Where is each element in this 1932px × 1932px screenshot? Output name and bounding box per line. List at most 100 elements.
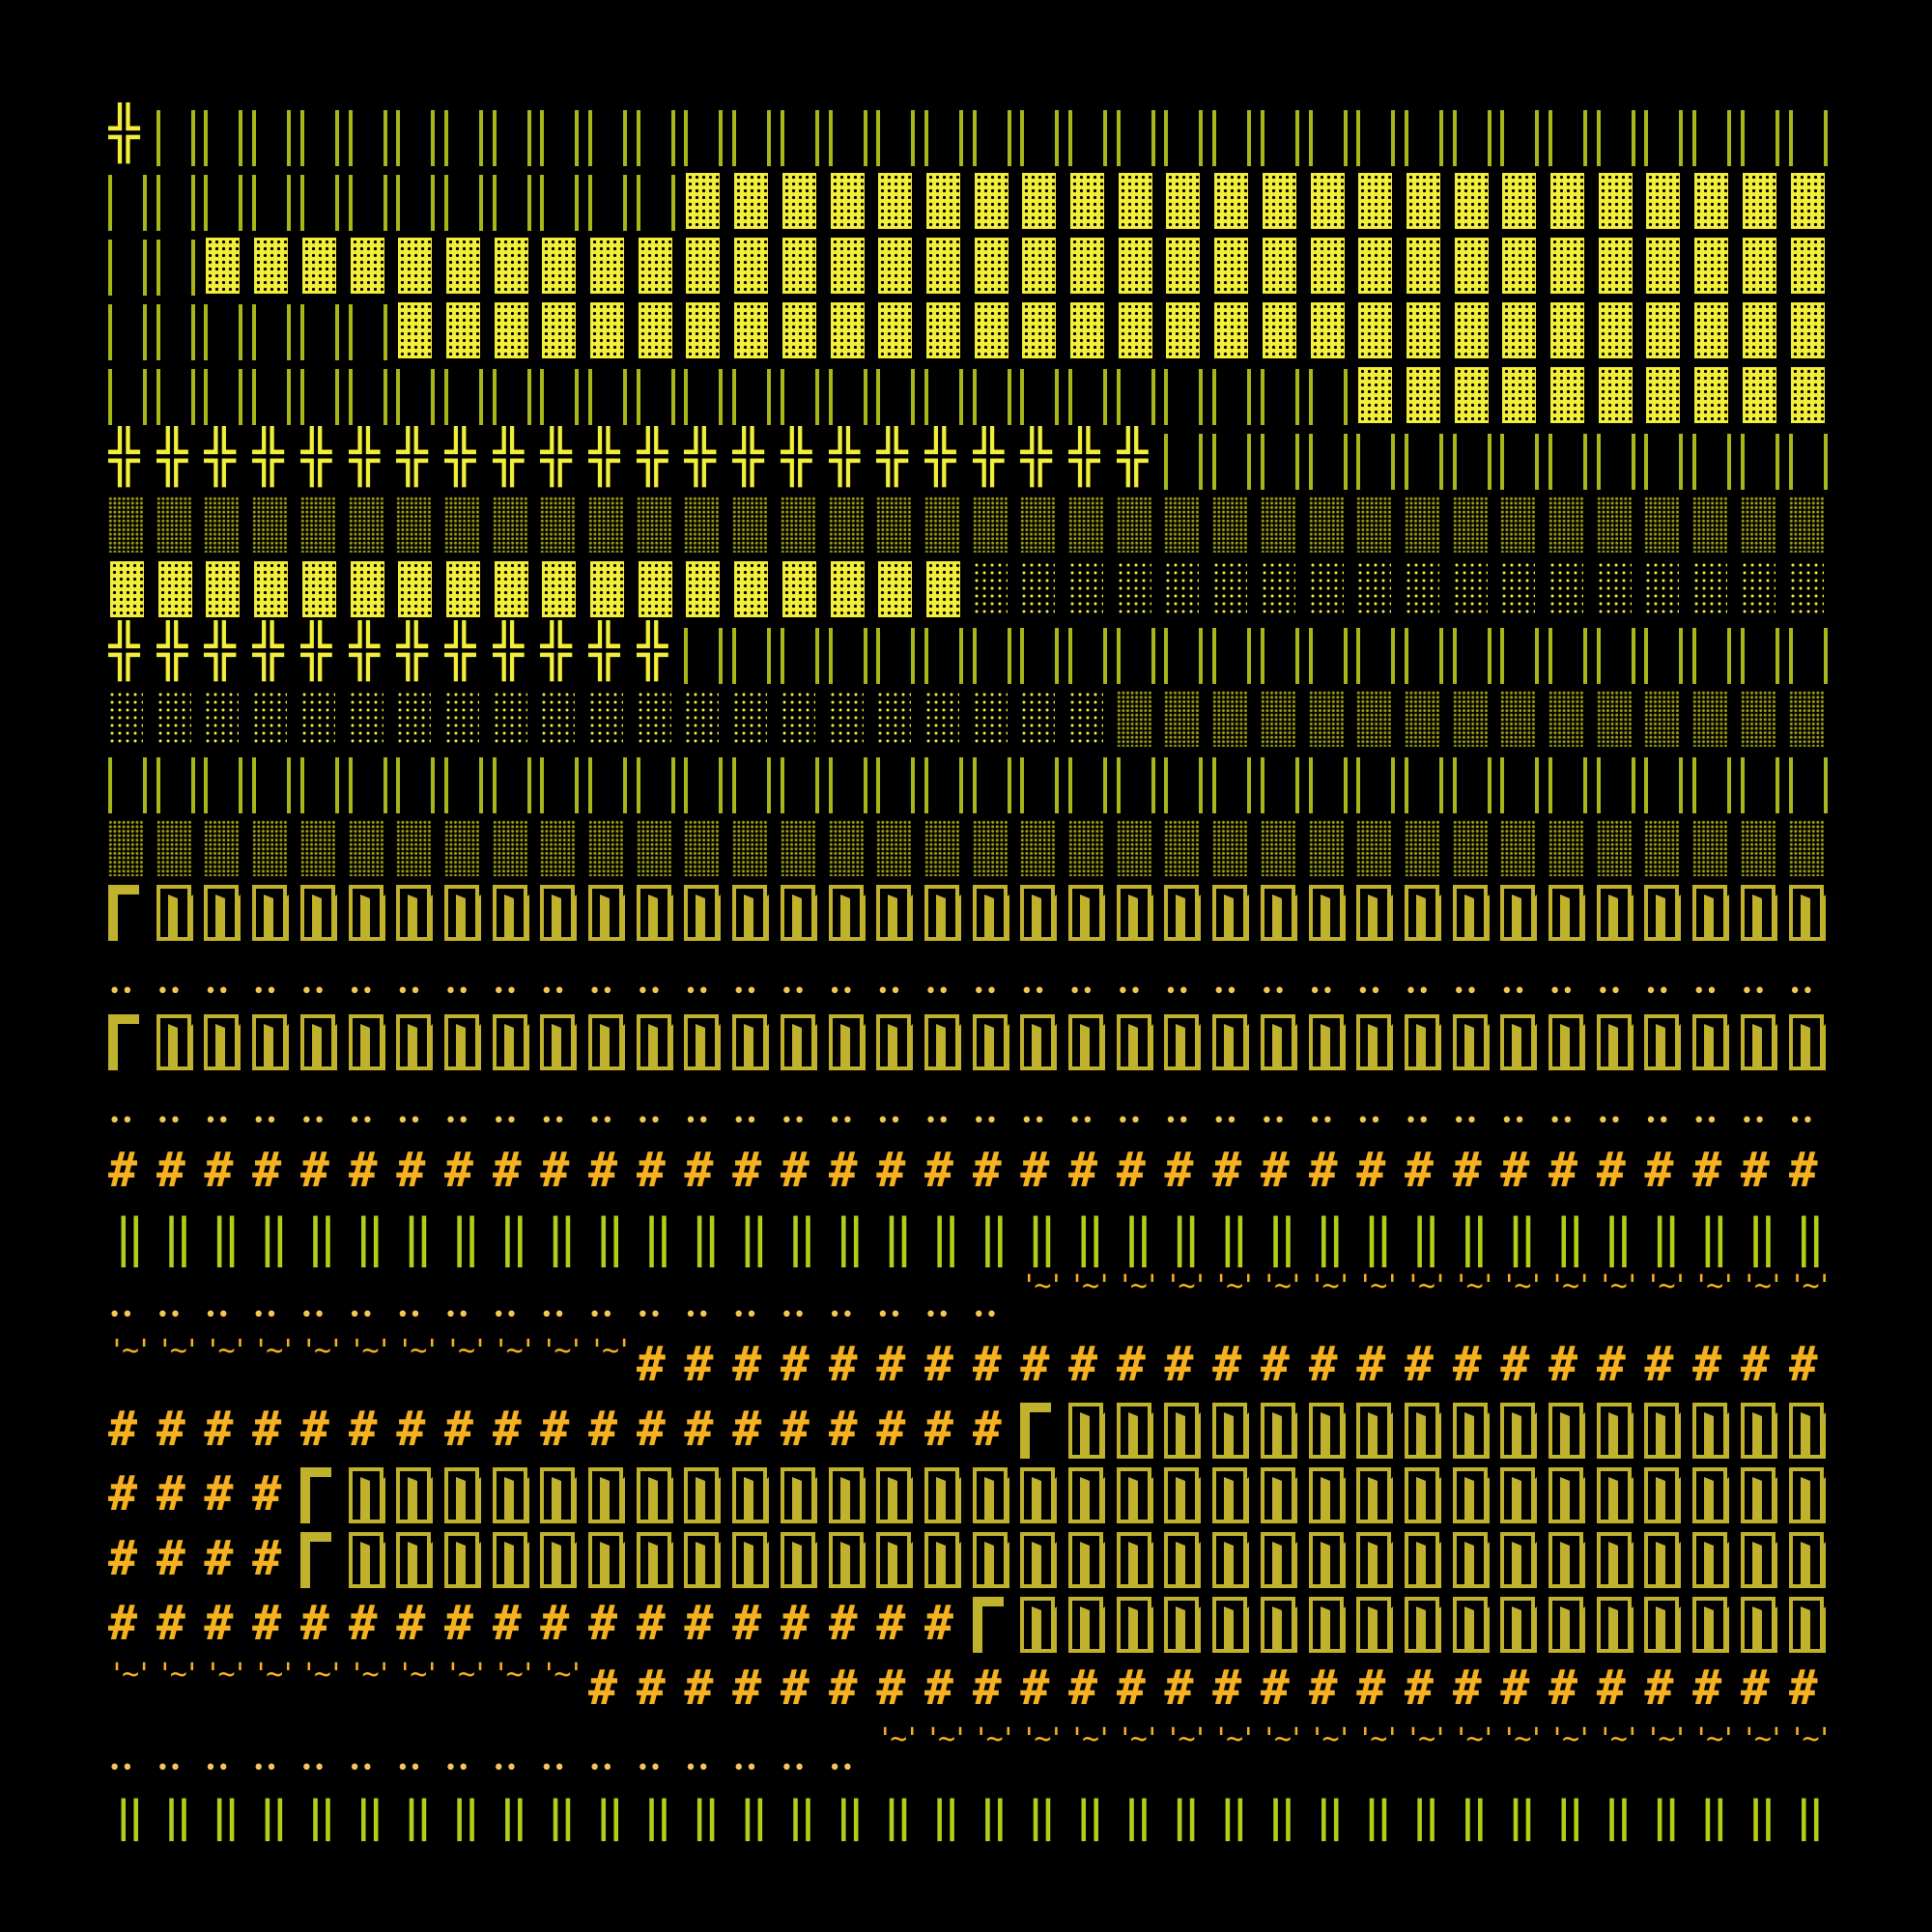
spiral-box-shape	[876, 1467, 914, 1523]
dense-dotted-block-icon	[156, 491, 205, 555]
vertical-bars-shape	[1020, 628, 1060, 684]
two-dots-glyph: ••	[1020, 980, 1046, 1004]
bright-dotted-block-icon	[1212, 232, 1261, 297]
two-dots-icon: ••	[493, 1720, 541, 1785]
pattern-row: # # # #	[108, 1526, 1835, 1591]
spiral-box-shape	[1308, 1403, 1346, 1459]
wave-glyph: '~'	[108, 1334, 153, 1368]
dense-dotted-block-icon	[1068, 814, 1117, 879]
two-dots-glyph: ••	[348, 1109, 375, 1133]
hash-icon: #	[204, 1397, 252, 1462]
dense-dotted-block-shape	[1068, 497, 1103, 553]
hash-icon: #	[924, 1656, 973, 1720]
spiral-box-icon	[540, 1009, 588, 1073]
hash-glyph: #	[1644, 1336, 1674, 1392]
double-cross-glyph: ╬	[396, 426, 428, 487]
wave-glyph: '~'	[396, 1334, 440, 1368]
hash-icon: #	[493, 1591, 541, 1656]
hash-icon: #	[1644, 1332, 1692, 1397]
dense-dotted-block-shape	[588, 497, 623, 553]
bright-dotted-block-shape	[301, 238, 336, 294]
double-bar-icon: ‖	[444, 1785, 493, 1841]
vertical-bars-icon	[108, 167, 156, 232]
vertical-bars-shape	[1548, 757, 1587, 813]
pattern-row: •• •• •• •• •• •• •• •• •• •• •• •• •• •• •• •• '~' '~' '~…	[108, 1720, 1835, 1785]
wave-glyph: '~'	[1260, 1722, 1305, 1756]
spiral-box-shape	[1452, 1403, 1490, 1459]
hash-glyph: #	[1548, 1336, 1578, 1392]
two-dots-glyph: ••	[204, 1303, 230, 1327]
two-dots-icon: ••	[349, 944, 397, 1009]
hash-glyph: #	[1788, 1660, 1818, 1716]
vertical-bars-shape	[1260, 434, 1299, 490]
dense-dotted-block-icon	[972, 491, 1021, 555]
bright-dotted-block-shape	[1118, 173, 1152, 229]
hash-glyph: #	[396, 1401, 426, 1457]
two-dots-icon: ••	[781, 944, 829, 1009]
spiral-box-shape	[1260, 1467, 1297, 1523]
dense-dotted-block-icon	[1788, 491, 1836, 555]
vertical-bars-icon	[252, 750, 300, 814]
vertical-bars-shape	[1740, 434, 1779, 490]
hash-glyph: #	[732, 1336, 762, 1392]
bright-dotted-block-shape	[1502, 173, 1537, 229]
dense-dotted-block-shape	[1212, 820, 1248, 876]
hash-glyph: #	[156, 1595, 185, 1651]
sparse-dotted-block-icon	[396, 685, 444, 750]
double-cross-icon: ╬	[781, 426, 829, 491]
sparse-dotted-block-shape	[588, 691, 623, 747]
two-dots-icon: ••	[1405, 944, 1453, 1009]
sparse-dotted-block-icon	[1788, 555, 1836, 620]
two-dots-icon: ••	[637, 1267, 685, 1332]
spiral-box-icon	[1068, 1526, 1117, 1591]
vertical-bars-icon	[396, 750, 444, 814]
wave-glyph: '~'	[1068, 1269, 1113, 1303]
double-bar-glyph: ‖	[449, 1208, 482, 1267]
hash-icon: #	[684, 1332, 732, 1397]
double-bar-icon: ‖	[1261, 1785, 1309, 1841]
wave-glyph: '~'	[540, 1334, 584, 1368]
two-dots-glyph: ••	[252, 1756, 278, 1780]
double-bar-icon: ‖	[1212, 1203, 1261, 1267]
dense-dotted-block-icon	[1212, 814, 1261, 879]
hash-icon: #	[973, 1332, 1021, 1397]
spiral-box-shape	[492, 1467, 529, 1523]
double-bar-icon: ‖	[540, 1203, 588, 1267]
wave-icon: '~'	[1117, 1720, 1165, 1785]
vertical-bars-shape	[588, 175, 627, 231]
dense-dotted-block-icon	[1260, 814, 1309, 879]
spiral-box-icon	[588, 1009, 637, 1073]
wave-glyph: '~'	[1068, 1722, 1113, 1756]
spiral-box-shape	[396, 1532, 434, 1588]
hash-glyph: #	[540, 1401, 570, 1457]
double-cross-glyph: ╬	[636, 426, 668, 487]
bright-dotted-block-shape	[1070, 173, 1104, 229]
hash-glyph: #	[204, 1465, 234, 1521]
spiral-box-icon	[1692, 1526, 1741, 1591]
double-bar-icon: ‖	[1644, 1785, 1692, 1841]
hash-icon: #	[396, 1591, 444, 1656]
two-dots-glyph: ••	[443, 1756, 470, 1780]
sparse-dotted-block-icon	[1452, 555, 1501, 620]
spiral-box-icon	[1404, 1462, 1453, 1526]
vertical-bars-icon	[1020, 620, 1068, 685]
bright-dotted-block-shape	[878, 238, 913, 294]
bright-dotted-block-icon	[1020, 297, 1068, 361]
vertical-bars-icon	[1692, 620, 1741, 685]
hash-glyph: #	[1356, 1142, 1386, 1198]
bright-dotted-block-shape	[734, 302, 769, 358]
spiral-box-shape	[1548, 1597, 1585, 1653]
two-dots-glyph: ••	[156, 1303, 183, 1327]
sparse-dotted-block-icon	[1500, 555, 1548, 620]
spiral-box-icon	[492, 1009, 541, 1073]
hash-glyph: #	[1068, 1142, 1098, 1198]
dense-dotted-block-icon	[1692, 814, 1741, 879]
two-dots-icon: ••	[684, 1267, 732, 1332]
hash-icon: #	[1453, 1656, 1501, 1720]
spiral-box-shape	[299, 1014, 337, 1070]
pattern-row: •• •• •• •• •• •• •• •• •• •• •• •• •• •• •• •• •• •• •• '~…	[108, 1267, 1835, 1332]
bright-dotted-block-shape	[1598, 302, 1633, 358]
dense-dotted-block-shape	[684, 497, 720, 553]
spiral-box-icon	[1164, 1526, 1212, 1591]
spiral-box-icon	[1548, 1009, 1597, 1073]
